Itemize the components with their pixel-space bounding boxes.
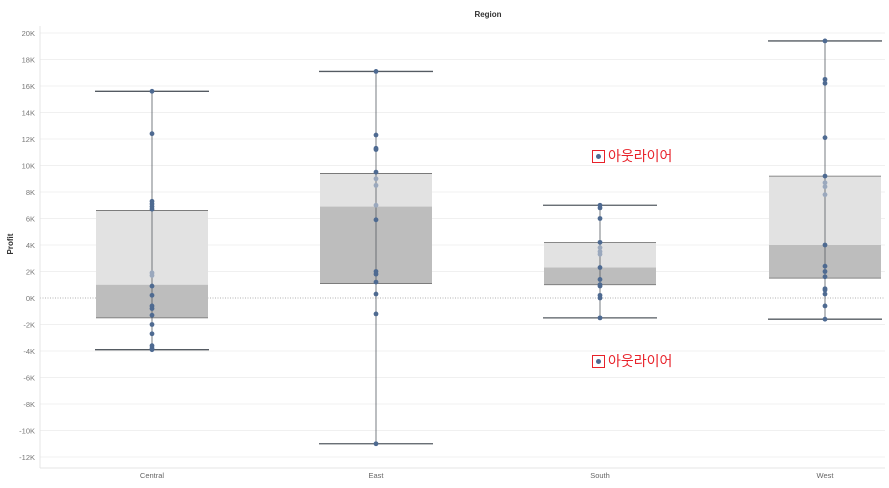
data-point — [149, 131, 155, 137]
data-point — [149, 322, 155, 327]
chart-title: Region — [474, 10, 501, 19]
data-point — [597, 239, 603, 245]
data-point — [373, 202, 379, 208]
data-point — [149, 88, 155, 94]
y-tick-label: 20K — [22, 29, 35, 38]
data-point — [597, 283, 603, 289]
y-tick-label: 8K — [26, 188, 35, 197]
data-point — [149, 273, 155, 278]
box-east — [319, 69, 433, 447]
y-tick-label: -4K — [23, 347, 35, 356]
data-point — [822, 80, 828, 86]
data-point — [373, 311, 379, 317]
data-point — [822, 303, 828, 309]
data-point — [149, 283, 155, 289]
data-point — [373, 279, 379, 285]
data-point — [822, 287, 828, 293]
x-tick-label: East — [368, 471, 384, 480]
boxes — [95, 38, 882, 447]
data-point — [373, 217, 379, 223]
y-axis: 20K 18K 16K 14K 12K 10K 8K 6K 4K 2K 0K -2K -4K -6K -8K… — [19, 29, 35, 462]
data-point — [822, 269, 828, 274]
annotation-label: 아웃라이어 — [608, 149, 673, 165]
data-point — [149, 312, 155, 318]
data-point — [822, 184, 828, 190]
data-point — [822, 274, 828, 280]
y-tick-label: 2K — [26, 268, 35, 277]
data-point — [149, 347, 155, 353]
data-point — [597, 251, 603, 257]
y-tick-label: -2K — [23, 321, 35, 330]
data-point — [597, 245, 603, 251]
y-tick-label: 18K — [22, 56, 35, 65]
data-point — [597, 277, 603, 282]
y-tick-label: 12K — [22, 135, 35, 144]
outlier-marker-icon — [592, 354, 605, 368]
box-central — [95, 88, 209, 353]
data-point — [822, 180, 828, 186]
data-point — [373, 169, 379, 175]
data-point — [597, 265, 603, 270]
x-tick-label: South — [590, 471, 610, 480]
data-point — [822, 135, 828, 141]
y-tick-label: -8K — [23, 400, 35, 409]
data-point — [373, 271, 379, 277]
data-point — [373, 176, 379, 182]
data-point — [822, 263, 828, 269]
data-point — [373, 291, 379, 297]
data-point — [822, 242, 828, 248]
data-point — [149, 331, 155, 337]
x-tick-label: Central — [140, 471, 165, 480]
y-tick-label: -6K — [23, 374, 35, 383]
y-tick-label: 0K — [26, 294, 35, 303]
data-point — [597, 315, 603, 321]
data-point — [597, 216, 603, 221]
data-point — [149, 292, 155, 298]
y-tick-label: 10K — [22, 162, 35, 171]
data-point — [373, 132, 379, 138]
data-point — [822, 316, 828, 322]
data-point — [822, 173, 828, 179]
data-point — [149, 206, 155, 212]
y-tick-label: -10K — [19, 427, 35, 436]
data-point — [597, 295, 603, 301]
y-tick-label: 6K — [26, 215, 35, 224]
annotation-label: 아웃라이어 — [608, 354, 673, 370]
data-point — [597, 205, 603, 211]
outlier-annotation-low: 아웃라이어 — [592, 351, 672, 371]
y-tick-label: 14K — [22, 109, 35, 118]
y-axis-label: Profit — [6, 233, 15, 254]
data-point — [822, 76, 828, 82]
data-point — [373, 441, 379, 447]
data-point — [373, 182, 379, 188]
y-tick-label: -12K — [19, 453, 35, 462]
data-point — [822, 291, 828, 297]
data-point — [822, 192, 828, 198]
data-point — [373, 147, 379, 153]
outlier-annotation-high: 아웃라이어 — [592, 146, 672, 166]
data-point — [149, 306, 155, 311]
box-west — [768, 38, 882, 322]
x-tick-label: West — [817, 471, 835, 480]
data-point — [822, 38, 828, 44]
y-tick-label: 4K — [26, 241, 35, 250]
outlier-marker-icon — [592, 149, 605, 163]
y-tick-label: 16K — [22, 82, 35, 91]
box-south — [543, 202, 657, 321]
x-axis: Central East South West — [140, 471, 834, 480]
data-point — [373, 69, 379, 74]
